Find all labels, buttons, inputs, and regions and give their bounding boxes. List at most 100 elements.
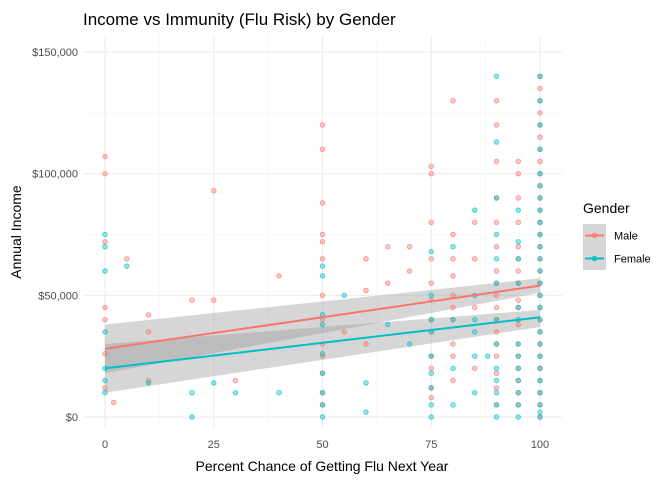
data-point-female	[493, 365, 500, 372]
data-point-male	[428, 219, 434, 226]
data-point-male	[515, 158, 521, 165]
data-point-female	[537, 231, 543, 238]
data-point-male	[515, 268, 521, 274]
data-point-male	[102, 351, 108, 357]
data-point-female	[211, 380, 217, 386]
legend-label-female: Female	[614, 254, 651, 266]
y-tick-label: $0	[66, 412, 78, 424]
data-point-female	[363, 409, 369, 415]
data-point-male	[537, 110, 543, 116]
data-point-male	[363, 256, 369, 262]
data-point-female	[493, 280, 500, 286]
data-point-male	[450, 292, 456, 299]
data-point-male	[450, 304, 456, 311]
data-point-female	[537, 207, 543, 213]
data-point-female	[319, 402, 326, 408]
data-point-female	[450, 243, 456, 250]
data-point-female	[428, 370, 434, 376]
data-point-male	[385, 280, 391, 286]
data-point-female	[276, 389, 282, 396]
data-point-female	[493, 414, 500, 420]
data-point-female	[515, 280, 521, 286]
x-axis-title: Percent Chance of Getting Flu Next Year	[196, 458, 449, 474]
data-point-female	[493, 231, 500, 238]
data-point-male	[493, 370, 500, 376]
data-point-male	[211, 187, 217, 194]
data-point-male	[102, 153, 108, 160]
x-tick-label: 25	[208, 439, 220, 451]
y-tick-label: $150,000	[32, 47, 78, 59]
data-point-male	[145, 312, 152, 318]
data-point-female	[102, 329, 108, 335]
data-point-male	[319, 122, 326, 128]
data-point-male	[493, 268, 500, 274]
data-point-male	[537, 134, 543, 140]
data-point-female	[319, 414, 326, 420]
data-point-female	[102, 243, 108, 250]
data-point-male	[450, 273, 456, 279]
data-point-female	[319, 273, 326, 279]
data-point-female	[428, 353, 434, 359]
data-point-female	[537, 256, 543, 262]
plot-area	[83, 35, 562, 428]
data-point-female	[515, 239, 521, 245]
data-point-female	[232, 389, 239, 396]
x-tick-label: 50	[316, 439, 328, 451]
data-point-female	[515, 304, 521, 311]
data-point-male	[110, 399, 117, 406]
data-point-male	[472, 365, 478, 372]
x-axis-ticks: 0 25 50 75 100	[102, 439, 549, 451]
data-point-female	[428, 414, 434, 420]
data-point-female	[537, 73, 543, 80]
data-point-female	[515, 353, 521, 359]
data-point-male	[493, 97, 500, 104]
data-point-male	[450, 256, 456, 262]
data-point-male	[515, 170, 521, 177]
trend-line-female	[104, 316, 541, 370]
data-point-male	[124, 256, 130, 262]
data-point-female	[537, 195, 543, 201]
data-point-female	[450, 316, 456, 323]
data-point-female	[537, 97, 543, 104]
data-point-male	[472, 256, 478, 262]
data-point-male	[276, 273, 282, 279]
x-tick-label: 0	[102, 439, 108, 451]
data-point-male	[472, 219, 478, 226]
data-point-male	[385, 243, 391, 250]
data-point-female	[537, 353, 543, 359]
data-point-female	[102, 389, 108, 396]
data-point-female	[428, 402, 434, 408]
data-point-male	[406, 268, 413, 274]
data-point-female	[515, 389, 521, 396]
data-point-female	[537, 170, 543, 177]
data-point-female	[537, 341, 543, 347]
data-point-female	[537, 329, 543, 335]
data-point-female	[341, 292, 347, 299]
data-point-male	[493, 304, 500, 311]
data-point-female	[493, 341, 500, 347]
y-tick-label: $50,000	[38, 290, 78, 302]
data-point-male	[319, 239, 326, 245]
data-point-male	[319, 292, 326, 299]
data-point-male	[493, 243, 500, 250]
data-point-female	[189, 389, 195, 396]
data-point-female	[363, 380, 369, 386]
data-point-male	[450, 353, 456, 359]
data-point-female	[537, 409, 543, 415]
data-point-female	[102, 231, 108, 238]
data-point-male	[102, 304, 108, 311]
data-point-female	[485, 353, 491, 359]
data-point-female	[515, 365, 521, 372]
data-point-female	[493, 389, 500, 396]
x-tick-label: 100	[531, 439, 549, 451]
y-axis-ticks: $0 $50,000 $100,000 $150,000	[32, 47, 78, 424]
data-point-male	[428, 163, 434, 170]
data-point-female	[515, 207, 521, 213]
data-point-female	[472, 353, 478, 359]
data-point-female	[493, 73, 500, 80]
data-point-male	[189, 297, 195, 303]
data-point-female	[319, 321, 326, 328]
data-point-female	[537, 365, 543, 372]
legend-label-male: Male	[614, 231, 638, 243]
